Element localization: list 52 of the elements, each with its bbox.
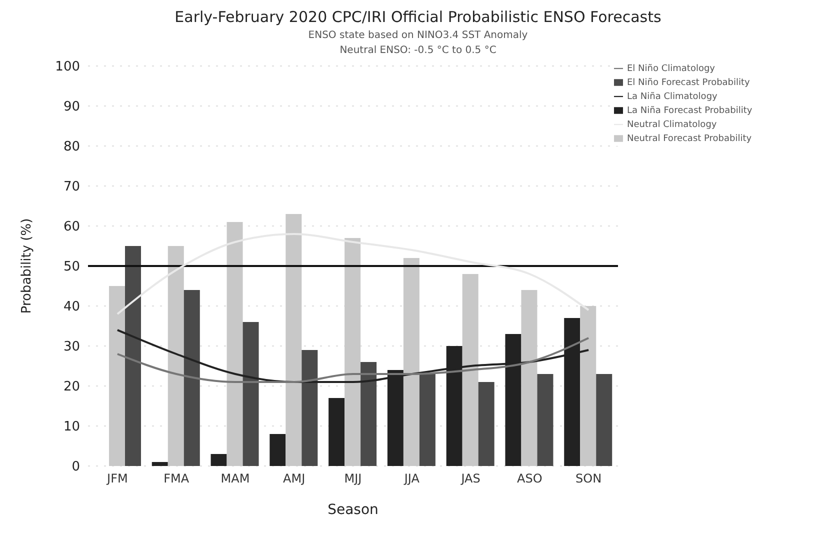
x-tick-label: FMA	[164, 472, 190, 486]
y-tick-label: 90	[63, 100, 80, 115]
y-tick-label: 70	[63, 180, 80, 195]
x-tick-label: JFM	[106, 472, 128, 486]
bar	[537, 374, 554, 466]
y-axis-title: Probability (%)	[20, 218, 35, 314]
legend-label: Neutral Forecast Probability	[627, 134, 752, 144]
bar	[302, 350, 318, 466]
bar	[360, 362, 377, 466]
x-tick-label: SON	[576, 472, 602, 486]
bar	[210, 454, 227, 466]
y-tick-label: 30	[63, 340, 80, 355]
bar	[580, 306, 596, 466]
bar	[419, 374, 436, 466]
x-tick-label: JAS	[460, 472, 480, 486]
bar	[152, 462, 168, 466]
chart-subtitle: ENSO state based on NINO3.4 SST Anomaly Neutral ENSO: -0.5 °C to 0.5 °C	[307, 30, 529, 56]
bar	[168, 246, 184, 466]
bar	[403, 258, 420, 466]
y-tick-label: 40	[63, 300, 80, 315]
bar	[344, 238, 361, 466]
x-tick-label: MAM	[220, 472, 250, 486]
x-tick-label: MJJ	[344, 472, 362, 486]
y-tick-label: 60	[63, 220, 80, 235]
y-tick-label: 100	[55, 60, 80, 75]
y-tick-label: 10	[63, 420, 80, 435]
bar	[286, 214, 302, 466]
y-tick-label: 50	[63, 260, 80, 275]
legend-label: La Niña Forecast Probability	[627, 106, 752, 116]
bar	[226, 222, 243, 466]
x-axis-title: Season	[328, 502, 378, 518]
bar	[270, 434, 286, 466]
bar	[109, 286, 125, 466]
bar	[521, 290, 538, 466]
legend-label: La Niña Climatology	[627, 92, 718, 102]
bar	[125, 246, 141, 466]
bar	[462, 274, 478, 466]
x-tick-label: JJA	[403, 472, 420, 486]
chart-title: Early-February 2020 CPC/IRI Official Probabilistic ENSO Forecasts	[174, 8, 662, 26]
legend-label: El Niño Forecast Probability	[627, 78, 750, 88]
bar	[242, 322, 259, 466]
bar	[478, 382, 494, 466]
y-tick-label: 0	[72, 460, 80, 475]
y-tick-label: 20	[63, 380, 80, 395]
x-tick-label: ASO	[517, 472, 542, 486]
bar	[328, 398, 345, 466]
bar	[596, 374, 612, 466]
y-tick-label: 80	[63, 140, 80, 155]
legend-label: El Niño Climatology	[627, 64, 716, 74]
bar	[184, 290, 200, 466]
legend-label: Neutral Climatology	[627, 120, 717, 130]
x-tick-label: AMJ	[283, 472, 306, 486]
